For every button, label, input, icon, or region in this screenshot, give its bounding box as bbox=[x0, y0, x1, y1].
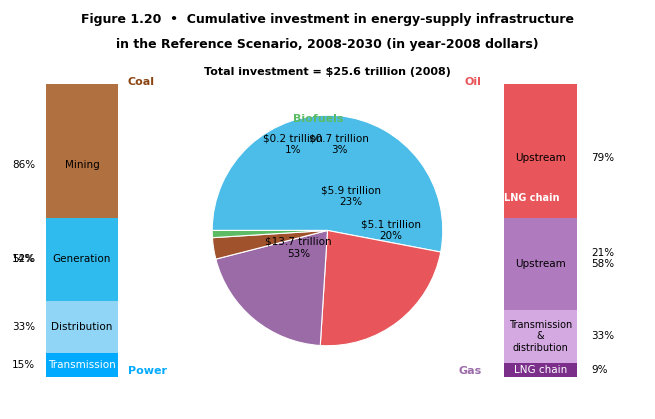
Text: 33%: 33% bbox=[12, 322, 35, 332]
Text: $0.2 trillion
1%: $0.2 trillion 1% bbox=[263, 133, 323, 155]
Text: 33%: 33% bbox=[591, 331, 614, 341]
Text: $5.1 trillion
20%: $5.1 trillion 20% bbox=[361, 220, 421, 241]
Text: 15%: 15% bbox=[12, 360, 35, 370]
Text: Distribution: Distribution bbox=[51, 322, 113, 332]
Text: 52%: 52% bbox=[12, 254, 35, 264]
Text: Biofuels: Biofuels bbox=[293, 114, 343, 124]
Bar bbox=[504, 363, 576, 377]
Text: LNG chain: LNG chain bbox=[514, 365, 567, 375]
Bar bbox=[46, 218, 118, 301]
Text: 86%: 86% bbox=[12, 160, 35, 170]
Bar bbox=[504, 310, 576, 363]
Text: Generation: Generation bbox=[52, 254, 111, 264]
Wedge shape bbox=[212, 230, 328, 259]
Text: Mining: Mining bbox=[64, 160, 100, 170]
Text: Power: Power bbox=[128, 366, 167, 376]
Bar bbox=[504, 84, 576, 233]
Text: 21%: 21% bbox=[591, 248, 614, 258]
Text: Coal: Coal bbox=[128, 77, 155, 87]
Bar bbox=[504, 218, 576, 310]
Bar bbox=[504, 233, 576, 272]
Text: Oil: Oil bbox=[464, 77, 481, 87]
Wedge shape bbox=[320, 230, 441, 346]
Text: Total investment = $25.6 trillion (2008): Total investment = $25.6 trillion (2008) bbox=[204, 67, 451, 77]
Bar bbox=[46, 301, 118, 353]
Bar bbox=[46, 84, 118, 246]
Bar bbox=[46, 353, 118, 377]
Text: 58%: 58% bbox=[591, 259, 614, 269]
Text: 9%: 9% bbox=[591, 365, 608, 375]
Wedge shape bbox=[212, 115, 443, 252]
Wedge shape bbox=[216, 230, 328, 346]
Text: Figure 1.20  •  Cumulative investment in energy-supply infrastructure: Figure 1.20 • Cumulative investment in e… bbox=[81, 13, 574, 26]
Text: Upstream: Upstream bbox=[515, 259, 566, 269]
Bar bbox=[46, 246, 118, 272]
Text: Transport
Refining: Transport Refining bbox=[516, 242, 565, 264]
Text: LNG chain: LNG chain bbox=[504, 193, 559, 203]
Text: Transmission: Transmission bbox=[48, 360, 116, 370]
Text: $0.7 trillion
3%: $0.7 trillion 3% bbox=[309, 133, 369, 155]
Text: $13.7 trillion
53%: $13.7 trillion 53% bbox=[265, 237, 332, 259]
Text: 14%: 14% bbox=[12, 254, 35, 264]
Text: Shipping
& ports: Shipping & ports bbox=[59, 248, 105, 270]
Text: 79%: 79% bbox=[591, 153, 614, 163]
Text: Transmission
&
distribution: Transmission & distribution bbox=[509, 320, 572, 353]
Text: Upstream: Upstream bbox=[515, 153, 566, 163]
Wedge shape bbox=[212, 230, 328, 238]
Text: $5.9 trillion
23%: $5.9 trillion 23% bbox=[320, 185, 381, 207]
Text: Gas: Gas bbox=[458, 366, 481, 376]
Text: in the Reference Scenario, 2008-2030 (in year-2008 dollars): in the Reference Scenario, 2008-2030 (in… bbox=[116, 38, 539, 51]
